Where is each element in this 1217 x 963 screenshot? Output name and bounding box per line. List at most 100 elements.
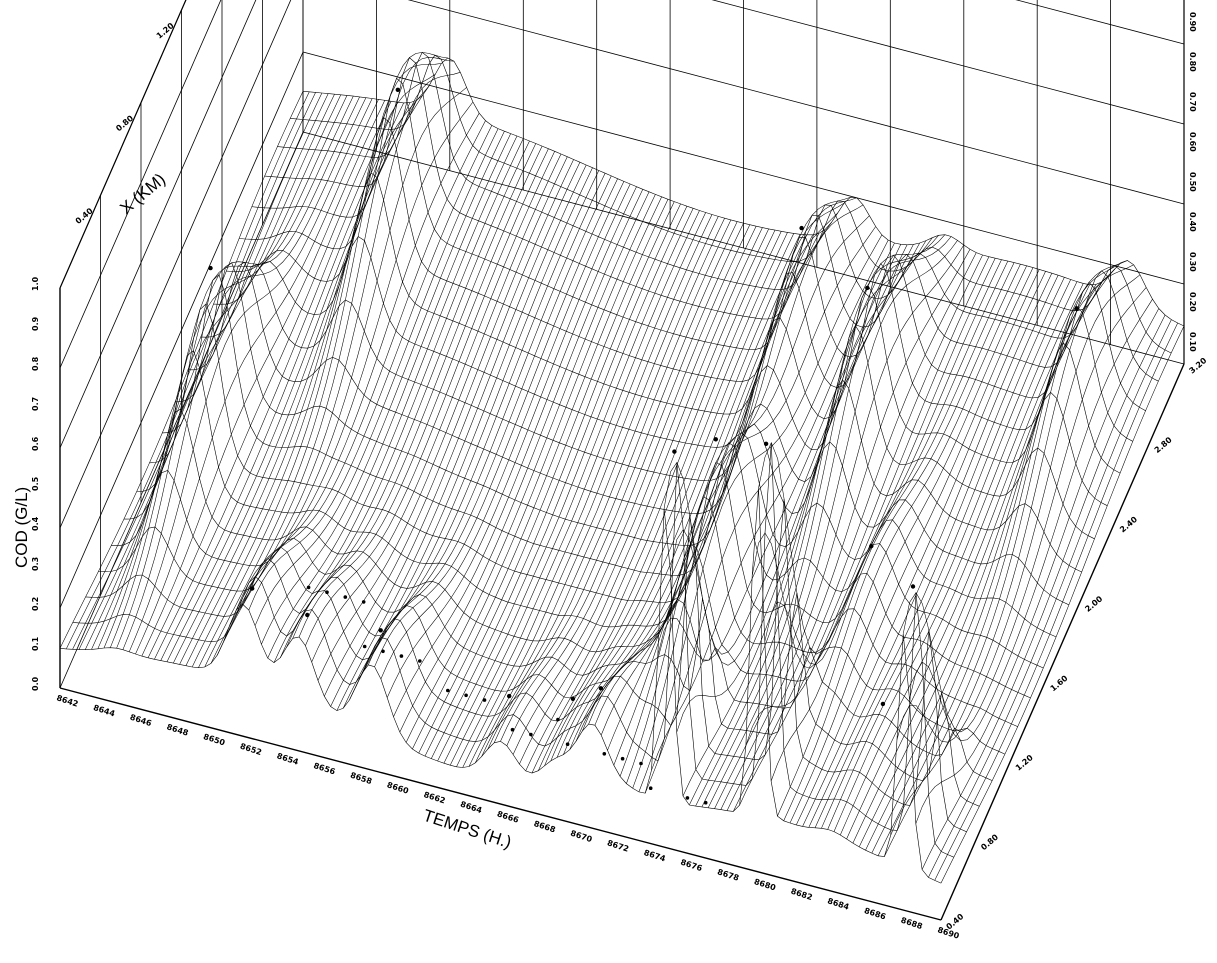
surface-mesh-line-x — [239, 117, 1121, 474]
time-tick-label: 8684 — [826, 896, 850, 912]
surface-mesh-line-t — [59, 91, 304, 649]
peak-marker — [305, 612, 310, 618]
surface-mesh-line-t — [884, 260, 1128, 857]
surface-mesh-line-t — [330, 159, 574, 707]
surface-mesh-line-t — [443, 206, 688, 764]
x-tick-label-right: 0.80 — [979, 832, 1000, 852]
surface-mesh-line-x — [302, 57, 1185, 327]
surface-mesh-line-x — [123, 408, 1006, 755]
surface-mesh-line-t — [607, 196, 851, 751]
surface-mesh-line-t — [569, 234, 813, 750]
surface-mesh-line-t — [292, 143, 537, 639]
time-tick-label: 8682 — [790, 887, 814, 902]
surface-mesh-line-x — [136, 350, 1018, 727]
peak-marker — [799, 225, 804, 231]
floor-marker — [482, 698, 487, 702]
z-tick-label-right: 0.90 — [1188, 12, 1197, 32]
x-axis-line-right — [940, 363, 1185, 921]
chart-frame-front — [59, 0, 1185, 921]
surface-mesh-line-t — [198, 63, 442, 668]
surface-mesh-line-t — [563, 234, 807, 755]
surface-mesh-line-t — [902, 287, 1147, 733]
surface-mesh-line-t — [122, 97, 367, 650]
surface-mesh-line-t — [909, 299, 1153, 741]
floor-marker — [464, 693, 468, 698]
surface-mesh-line-t — [84, 93, 329, 650]
time-tick-label: 8644 — [92, 703, 116, 719]
x-tick-label-right: 1.20 — [1014, 753, 1035, 773]
surface-mesh-line-t — [890, 264, 1134, 836]
surface-mesh-line-t — [66, 91, 310, 650]
surface-mesh-line-x — [162, 274, 1044, 669]
surface-mesh-line-t — [638, 234, 883, 792]
surface-mesh-line-t — [342, 164, 587, 709]
floor-marker — [685, 796, 690, 800]
surface-mesh-line-x — [226, 172, 1108, 506]
surface-mesh-line-t — [431, 201, 675, 759]
surface-mesh-line-t — [91, 94, 335, 650]
floor-marker — [648, 786, 653, 790]
surface-mesh-line-t — [405, 191, 650, 743]
surface-mesh-line-t — [424, 199, 669, 757]
peak-marker — [250, 586, 255, 591]
surface-mesh-line-t — [764, 260, 1009, 665]
z-tick-label: 0.4 — [31, 516, 40, 531]
surface-mesh-line-x — [175, 262, 1057, 638]
x-tick-label-right: 2.40 — [1118, 515, 1139, 535]
z-tick-label-right: 0.30 — [1188, 252, 1197, 272]
time-tick-label: 8656 — [312, 761, 336, 777]
surface-mesh-line-t — [657, 244, 902, 661]
floor-marker — [343, 595, 348, 599]
surface-mesh-line-t — [871, 268, 1115, 854]
surface-mesh-line-t — [393, 186, 637, 717]
surface-mesh-line-t — [103, 95, 348, 649]
surface-mesh-line-t — [374, 178, 618, 667]
surface-mesh-line-t — [814, 275, 1059, 828]
floor-marker — [325, 590, 329, 594]
z-tick-label-right: 0.70 — [1188, 92, 1197, 112]
surface-mesh-line-t — [475, 216, 719, 764]
surface-mesh-line-t — [852, 284, 1097, 844]
surface-mesh-line-t — [796, 269, 1040, 826]
peak-marker — [763, 441, 769, 446]
surface-mesh-line-t — [739, 254, 983, 806]
z-tick-label-right: 0.80 — [1188, 52, 1197, 72]
time-tick-label: 8688 — [900, 916, 924, 932]
time-tick-label: 8664 — [459, 800, 483, 816]
peak-marker — [208, 265, 213, 271]
surface-mesh-line-t — [324, 156, 568, 697]
surface-mesh-line-t — [682, 240, 927, 797]
surface-mesh-line-t — [619, 204, 864, 777]
x-axis-label: X (KM) — [116, 170, 169, 219]
surface-mesh-line-x — [264, 57, 1146, 411]
surface-mesh-line-t — [317, 153, 562, 681]
surface-mesh-line-t — [531, 229, 776, 774]
z-tick-label: 0.9 — [31, 316, 40, 331]
surface-mesh-line-t — [273, 135, 518, 663]
peak-marker — [507, 693, 512, 699]
floor-marker — [446, 688, 450, 693]
surface-mesh-line-t — [846, 284, 1090, 840]
floor-marker — [639, 761, 643, 766]
surface-mesh-line-t — [78, 92, 323, 650]
surface-mesh-line-x — [200, 263, 1082, 573]
time-tick-label: 8642 — [55, 693, 79, 708]
z-tick-label-right: 0.10 — [1188, 332, 1197, 352]
surface-mesh-line-t — [538, 231, 782, 771]
surface-mesh-line-t — [940, 325, 1185, 884]
surface-mesh-line-x — [98, 526, 980, 807]
z-tick-label-right: 0.50 — [1188, 172, 1197, 192]
surface-mesh-line-t — [777, 264, 1021, 817]
side-wall-level-line — [59, 0, 292, 529]
peak-marker — [672, 449, 677, 454]
surface-mesh-line-x — [290, 54, 1172, 354]
surface-mesh-line-t — [594, 212, 839, 726]
surface-mesh-line-x — [187, 261, 1070, 606]
z-tick-label: 0.2 — [31, 597, 40, 611]
surface-mesh-line-t — [921, 314, 1166, 870]
surface-mesh-line-t — [147, 101, 392, 658]
surface-mesh-line-t — [336, 162, 581, 711]
surface-mesh-line-t — [210, 57, 455, 664]
surface-mesh-line-t — [173, 100, 417, 664]
